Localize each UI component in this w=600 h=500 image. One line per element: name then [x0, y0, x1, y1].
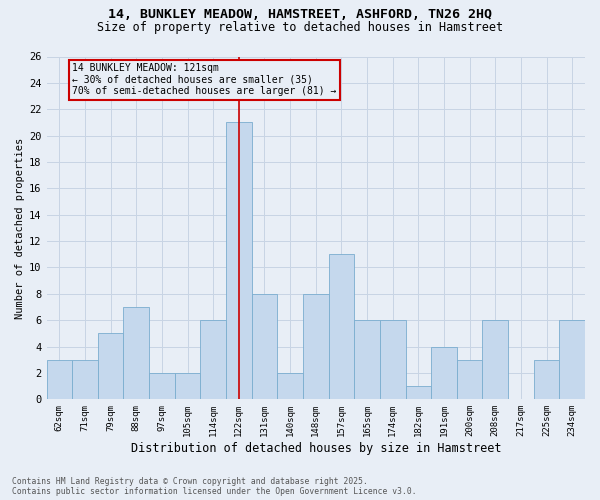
Bar — [534, 360, 559, 400]
Bar — [149, 373, 175, 400]
Bar — [406, 386, 431, 400]
Bar — [72, 360, 98, 400]
Bar — [277, 373, 303, 400]
Bar — [98, 334, 124, 400]
Bar — [482, 320, 508, 400]
Bar — [124, 307, 149, 400]
Bar — [47, 360, 72, 400]
Bar — [559, 320, 585, 400]
Text: 14 BUNKLEY MEADOW: 121sqm
← 30% of detached houses are smaller (35)
70% of semi-: 14 BUNKLEY MEADOW: 121sqm ← 30% of detac… — [72, 63, 337, 96]
Bar — [380, 320, 406, 400]
Bar — [431, 346, 457, 400]
Bar — [175, 373, 200, 400]
Bar — [251, 294, 277, 400]
Bar — [329, 254, 354, 400]
Text: Size of property relative to detached houses in Hamstreet: Size of property relative to detached ho… — [97, 22, 503, 35]
Bar — [354, 320, 380, 400]
Bar — [226, 122, 251, 400]
Y-axis label: Number of detached properties: Number of detached properties — [15, 138, 25, 318]
Bar — [303, 294, 329, 400]
Text: Contains HM Land Registry data © Crown copyright and database right 2025.
Contai: Contains HM Land Registry data © Crown c… — [12, 476, 416, 496]
X-axis label: Distribution of detached houses by size in Hamstreet: Distribution of detached houses by size … — [131, 442, 501, 455]
Bar — [200, 320, 226, 400]
Text: 14, BUNKLEY MEADOW, HAMSTREET, ASHFORD, TN26 2HQ: 14, BUNKLEY MEADOW, HAMSTREET, ASHFORD, … — [108, 8, 492, 20]
Bar — [457, 360, 482, 400]
